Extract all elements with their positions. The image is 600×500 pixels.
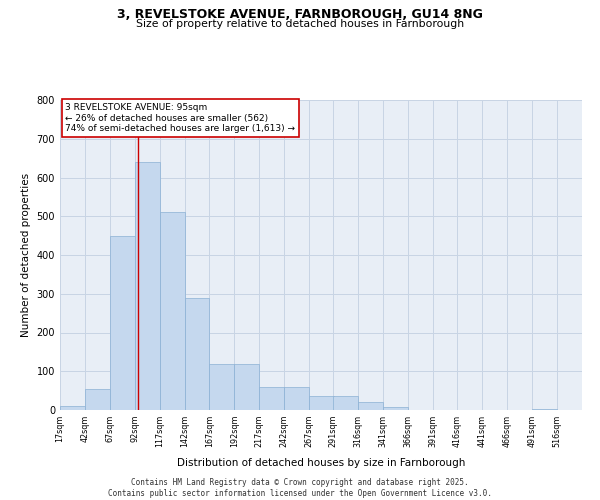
Bar	[383, 407, 407, 410]
Bar	[85, 388, 110, 410]
Bar	[185, 298, 209, 410]
Bar	[60, 406, 85, 410]
Bar	[333, 396, 358, 410]
Bar	[532, 409, 557, 410]
Bar	[259, 387, 284, 410]
Bar	[358, 402, 383, 410]
Y-axis label: Number of detached properties: Number of detached properties	[21, 173, 31, 337]
Bar	[309, 396, 334, 410]
Bar	[110, 236, 135, 410]
Text: 3, REVELSTOKE AVENUE, FARNBOROUGH, GU14 8NG: 3, REVELSTOKE AVENUE, FARNBOROUGH, GU14 …	[117, 8, 483, 20]
Text: Size of property relative to detached houses in Farnborough: Size of property relative to detached ho…	[136, 19, 464, 29]
Text: Distribution of detached houses by size in Farnborough: Distribution of detached houses by size …	[177, 458, 465, 468]
Bar	[160, 212, 185, 410]
Text: 3 REVELSTOKE AVENUE: 95sqm
← 26% of detached houses are smaller (562)
74% of sem: 3 REVELSTOKE AVENUE: 95sqm ← 26% of deta…	[65, 103, 295, 133]
Text: Contains HM Land Registry data © Crown copyright and database right 2025.
Contai: Contains HM Land Registry data © Crown c…	[108, 478, 492, 498]
Bar	[209, 364, 235, 410]
Bar	[284, 387, 309, 410]
Bar	[235, 364, 259, 410]
Bar	[135, 162, 160, 410]
